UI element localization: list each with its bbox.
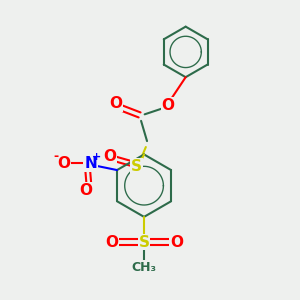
Text: -: - [54,150,59,163]
Text: S: S [131,159,142,174]
Text: +: + [92,152,101,162]
Text: N: N [84,156,97,171]
Text: O: O [103,149,116,164]
Text: CH₃: CH₃ [132,261,157,274]
Text: O: O [57,156,70,171]
Text: S: S [139,235,150,250]
Text: O: O [80,183,93,198]
Text: O: O [105,235,118,250]
Text: O: O [170,235,183,250]
Text: O: O [109,96,122,111]
Text: O: O [161,98,174,113]
